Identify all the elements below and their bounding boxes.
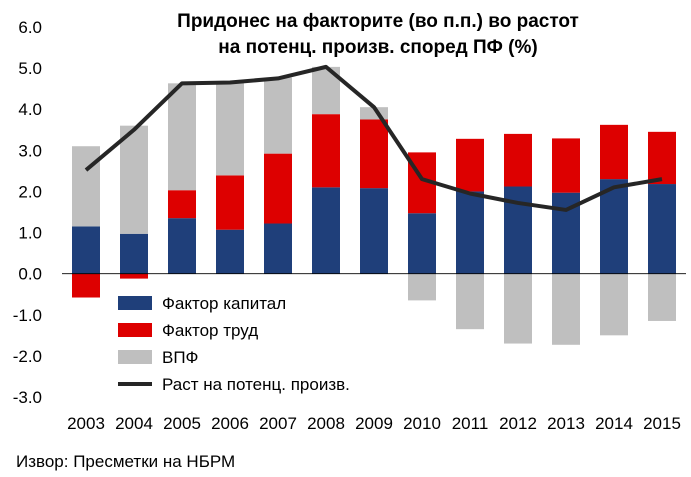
bar-labor-2005 <box>168 190 196 219</box>
bar-tfp-2003 <box>72 146 100 227</box>
bar-tfp-2013 <box>552 273 580 345</box>
bar-capital-2014 <box>600 179 628 274</box>
x-tick-label: 2005 <box>163 414 201 433</box>
x-tick-label: 2010 <box>403 414 441 433</box>
x-axis: 2003 2004 2005 2006 2007 2008 2009 2010 2011 2012… <box>67 414 681 433</box>
y-tick-label: 4.0 <box>18 100 42 119</box>
bar-capital-2015 <box>648 184 676 274</box>
bar-labor-2015 <box>648 131 676 185</box>
bar-labor-2006 <box>216 175 244 230</box>
bar-labor-2012 <box>504 133 532 187</box>
y-tick-label: -1.0 <box>13 306 42 325</box>
bar-labor-2003 <box>72 273 100 298</box>
bar-labor-2008 <box>312 114 340 188</box>
y-tick-label: 2.0 <box>18 182 42 201</box>
legend-swatch <box>118 296 152 310</box>
bar-labor-2007 <box>264 153 292 224</box>
legend-label: Фактор капитал <box>162 294 286 313</box>
source-note: Извор: Пресметки на НБРМ <box>16 452 236 471</box>
legend-label: Раст на потенц. произв. <box>162 375 350 394</box>
bar-labor-2009 <box>360 119 388 189</box>
bar-capital-2003 <box>72 226 100 274</box>
x-tick-label: 2013 <box>547 414 585 433</box>
bar-tfp-2007 <box>264 77 292 154</box>
x-tick-label: 2007 <box>259 414 297 433</box>
y-axis: 6.0 5.0 4.0 3.0 2.0 1.0 0.0 -1.0 -2.0 -3.0 <box>13 18 42 407</box>
chart-title-line-1: Придонес на факторите (во п.п.) во расто… <box>177 11 579 32</box>
legend-swatch <box>118 323 152 337</box>
y-tick-label: 3.0 <box>18 141 42 160</box>
bar-tfp-2006 <box>216 82 244 176</box>
bar-capital-2010 <box>408 213 436 274</box>
x-tick-label: 2014 <box>595 414 633 433</box>
bar-labor-2004 <box>120 273 148 279</box>
y-tick-label: 5.0 <box>18 59 42 78</box>
bar-capital-2011 <box>456 191 484 274</box>
bar-capital-2008 <box>312 187 340 274</box>
x-tick-label: 2008 <box>307 414 345 433</box>
bar-tfp-2011 <box>456 273 484 330</box>
bar-labor-2011 <box>456 138 484 192</box>
chart-title-line-2: на потенц. произв. според ПФ (%) <box>218 37 537 58</box>
bar-tfp-2015 <box>648 273 676 321</box>
x-tick-label: 2011 <box>452 414 489 433</box>
y-tick-label: 0.0 <box>18 265 42 284</box>
y-tick-label: 6.0 <box>18 18 42 37</box>
bar-tfp-2014 <box>600 273 628 336</box>
bar-labor-2014 <box>600 124 628 180</box>
bar-capital-2006 <box>216 229 244 274</box>
y-tick-label: -3.0 <box>13 388 42 407</box>
x-tick-label: 2003 <box>67 414 105 433</box>
x-tick-label: 2009 <box>355 414 393 433</box>
bar-tfp-2010 <box>408 273 436 301</box>
bar-tfp-2004 <box>120 125 148 234</box>
legend-swatch <box>118 350 152 364</box>
series-line-potential-growth <box>84 64 663 212</box>
legend-label: ВПФ <box>162 348 198 367</box>
x-tick-label: 2012 <box>499 414 537 433</box>
y-tick-label: -2.0 <box>13 347 42 366</box>
bar-tfp-2005 <box>168 83 196 191</box>
bars <box>72 66 676 345</box>
bar-labor-2013 <box>552 138 580 193</box>
bar-capital-2007 <box>264 223 292 274</box>
x-tick-label: 2006 <box>211 414 249 433</box>
legend-label: Фактор труд <box>162 321 258 340</box>
x-tick-label: 2004 <box>115 414 153 433</box>
bar-tfp-2012 <box>504 273 532 344</box>
bar-capital-2004 <box>120 233 148 274</box>
bar-capital-2005 <box>168 218 196 274</box>
legend: Фактор капитал Фактор труд ВПФ Раст на поте… <box>118 294 350 394</box>
y-tick-label: 1.0 <box>18 224 42 243</box>
x-tick-label: 2015 <box>643 414 681 433</box>
bar-capital-2009 <box>360 188 388 274</box>
